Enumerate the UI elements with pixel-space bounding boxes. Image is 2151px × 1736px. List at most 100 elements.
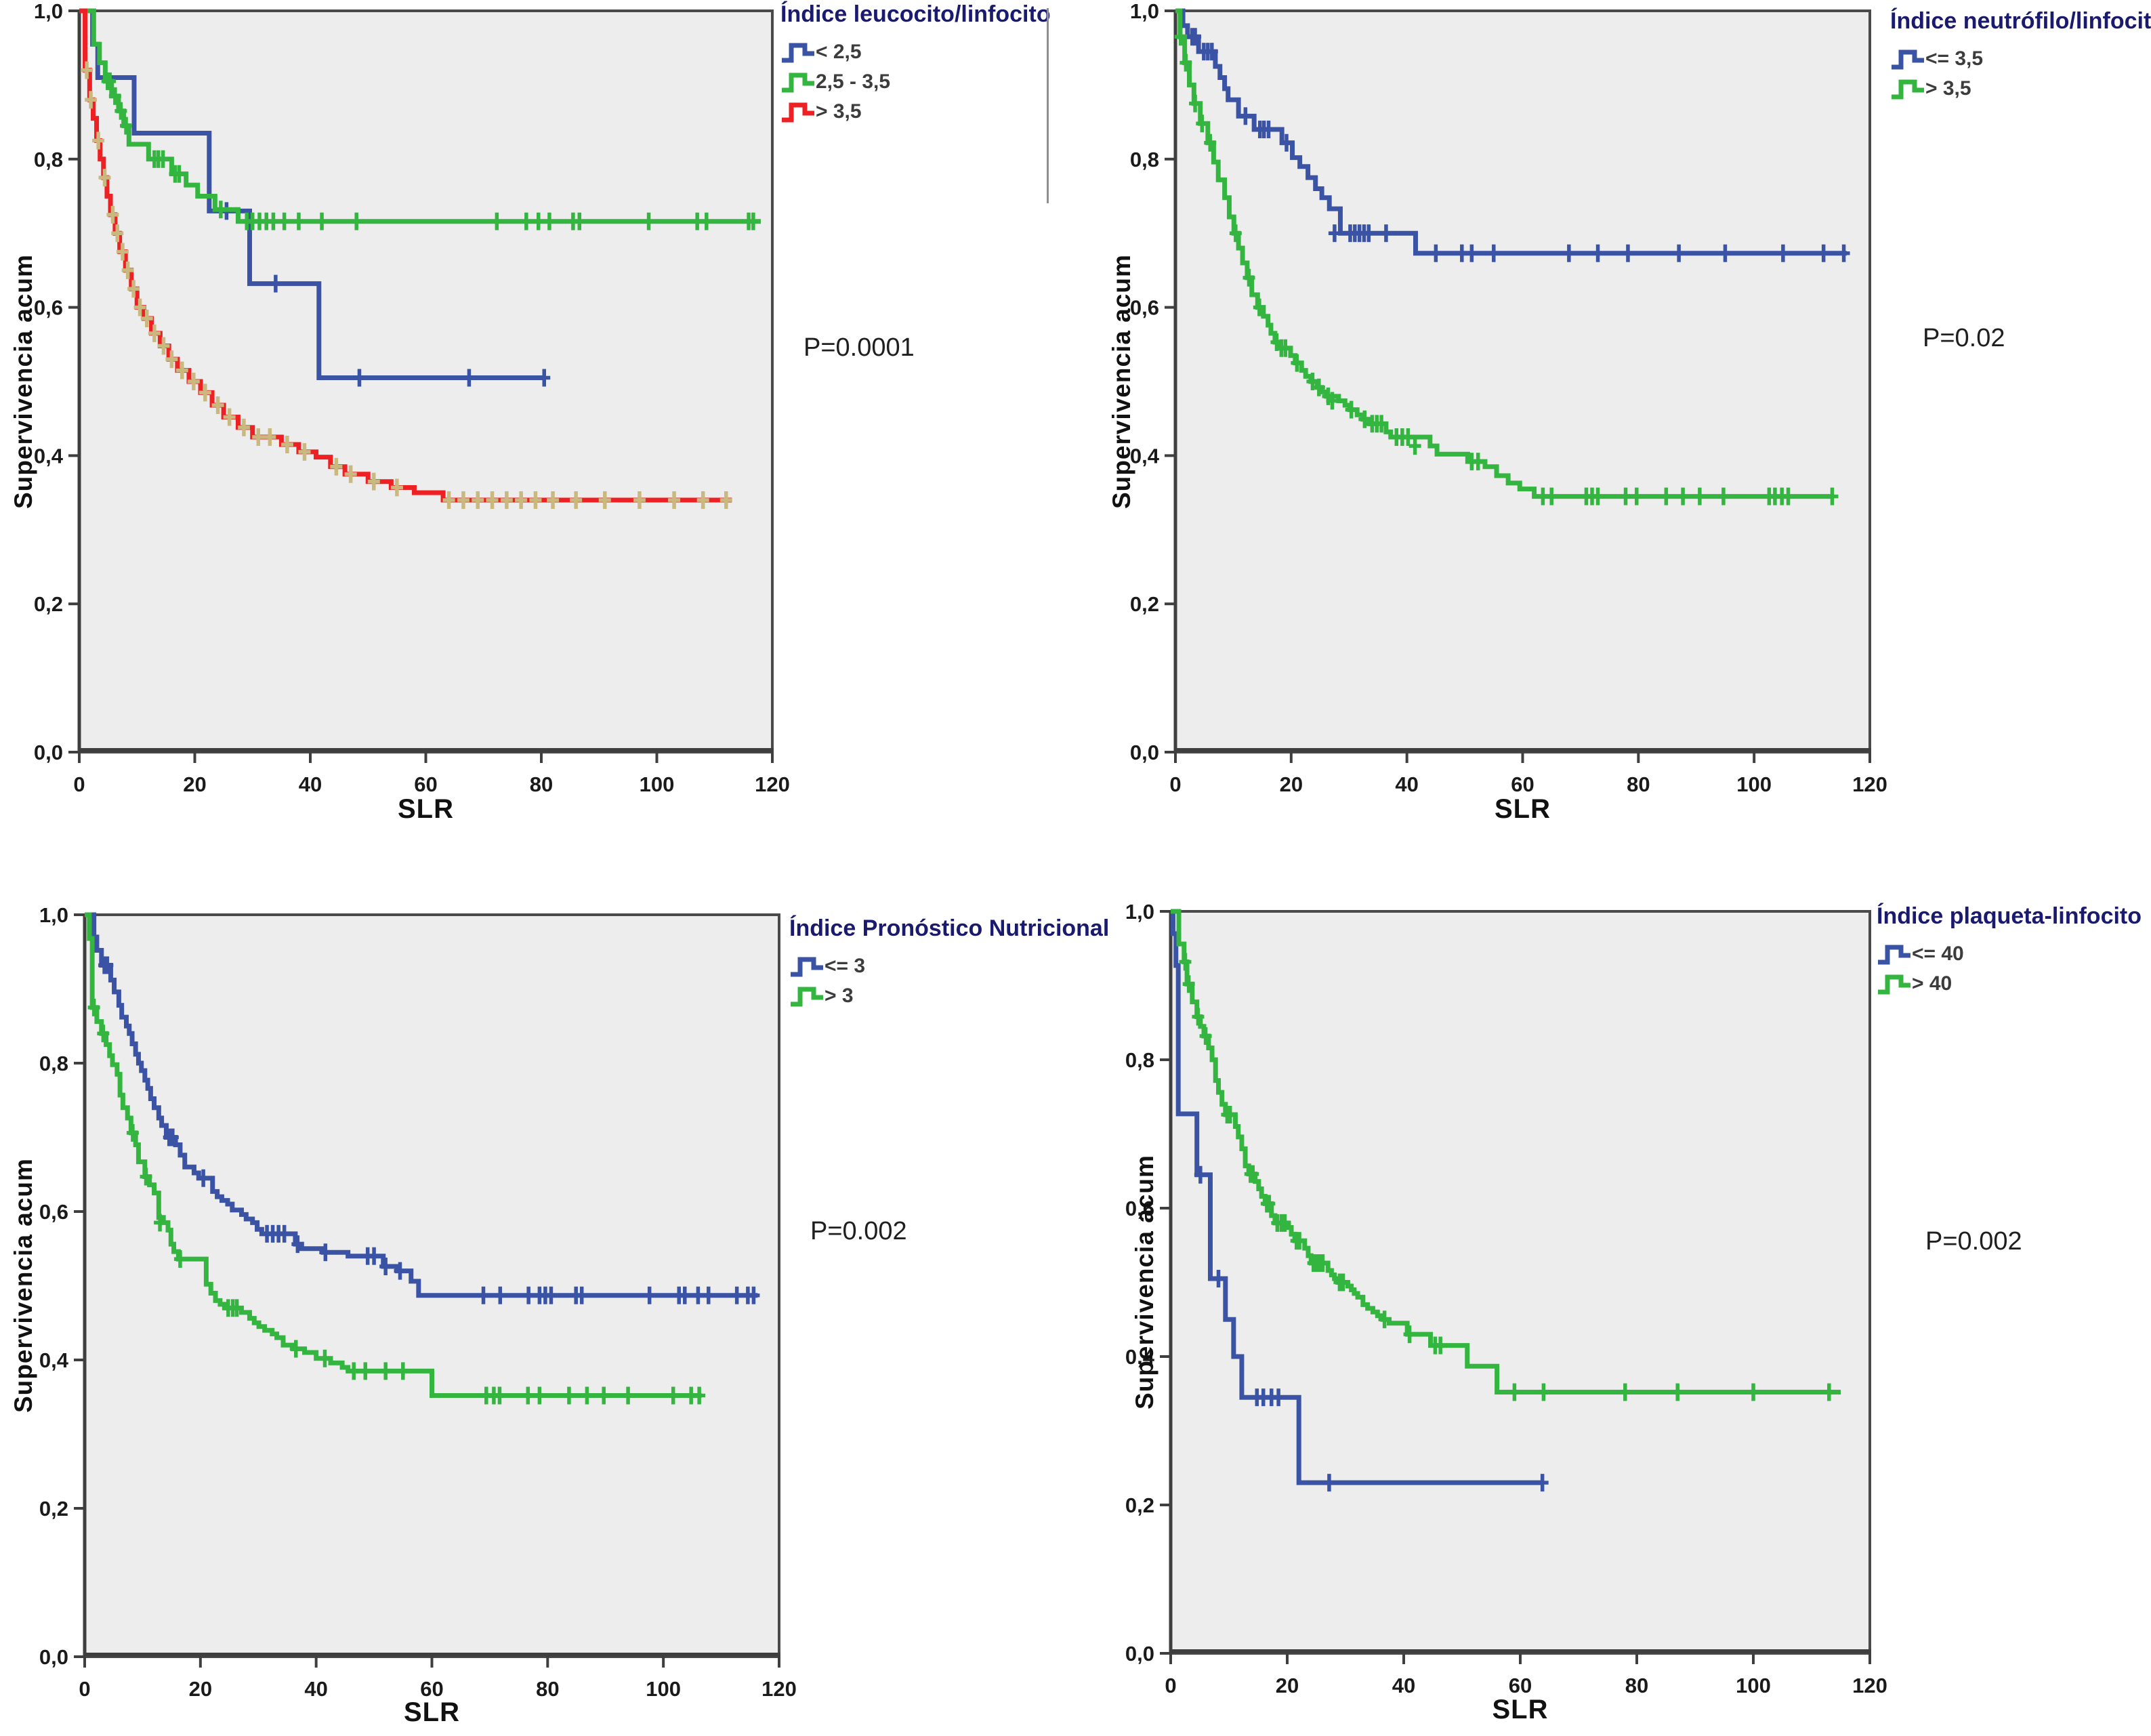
x-axis-ticks: 0 20 40 60 80 100 120 <box>1165 1653 1887 1697</box>
y-axis-title: Supervivencia acum <box>1131 1155 1158 1410</box>
x-tick-label: 20 <box>189 1677 212 1701</box>
y-tick-label: 0,2 <box>34 592 63 616</box>
x-tick-label: 80 <box>536 1677 559 1701</box>
panel-plaqueta-linfocito: 0 20 40 60 80 100 120 0,0 0,2 0,4 0,6 0,8 1,0 Superv… <box>1075 868 2151 1736</box>
legend: Índice neutrófilo/linfocito <= 3,5 > 3,5 <box>1890 8 2151 104</box>
censor-marks <box>1194 1165 1549 1492</box>
x-tick-label: 40 <box>1395 772 1418 796</box>
km-plot: 0 20 40 60 80 100 120 0,0 0,2 0,4 0,6 0,8 1,0 <box>39 903 797 1701</box>
x-tick-label: 0 <box>1169 772 1181 796</box>
x-tick-label: 100 <box>1736 772 1772 796</box>
y-tick-label: 0,2 <box>1125 1493 1154 1517</box>
survival-curve <box>1170 909 1543 1485</box>
x-axis-title: SLR <box>1495 794 1551 824</box>
legend: Índice Pronóstico Nutricional <= 3 > 3 <box>789 915 1109 1011</box>
legend-item-label: <= 40 <box>1912 943 1964 965</box>
x-tick-label: 80 <box>1627 772 1650 796</box>
x-tick-label: 20 <box>183 772 206 796</box>
y-axis-ticks: 0,0 0,2 0,4 0,6 0,8 1,0 <box>39 903 85 1669</box>
p-value-label: P=0.02 <box>1923 324 2005 352</box>
censor-marks <box>1179 953 1835 1401</box>
legend-item: > 3,5 <box>780 97 1051 127</box>
x-tick-label: 20 <box>1280 772 1303 796</box>
legend-item-label: > 3 <box>824 985 854 1007</box>
panel-pronostico-nutricional: 0 20 40 60 80 100 120 0,0 0,2 0,4 0,6 0,8 1,0 Superv… <box>0 868 1109 1736</box>
x-tick-label: 40 <box>299 772 322 796</box>
panel-neutrofilo-linfocito: 0 20 40 60 80 100 120 0,0 0,2 0,4 0,6 0,8 1,0 Superv… <box>1075 0 2151 868</box>
x-tick-label: 100 <box>1736 1674 1771 1697</box>
censor-marks <box>81 61 732 510</box>
y-tick-label: 0,4 <box>1130 444 1160 468</box>
x-axis-title: SLR <box>404 1697 460 1727</box>
x-tick-label: 60 <box>1511 772 1534 796</box>
legend-item: < 2,5 <box>780 37 1051 67</box>
legend-item: > 40 <box>1877 969 2142 999</box>
plot-area <box>1175 11 1870 752</box>
censor-marks <box>220 202 551 387</box>
legend-title: Índice neutrófilo/linfocito <box>1890 8 2151 34</box>
x-tick-label: 120 <box>1852 1674 1887 1697</box>
legend-step-swatch <box>791 957 823 977</box>
y-tick-label: 0,6 <box>39 1200 68 1224</box>
y-tick-label: 0,0 <box>34 741 63 764</box>
legend-item-label: < 2,5 <box>816 41 862 63</box>
y-tick-label: 0,2 <box>1130 592 1159 616</box>
y-tick-label: 0,2 <box>39 1497 68 1521</box>
y-tick-label: 0,8 <box>1125 1048 1154 1072</box>
legend-item: > 3,5 <box>1890 74 2151 104</box>
y-tick-label: 1,0 <box>34 0 63 23</box>
y-axis-ticks: 0,0 0,2 0,4 0,6 0,8 1,0 <box>1130 0 1175 764</box>
y-tick-label: 0,4 <box>39 1348 69 1372</box>
plot-area <box>79 11 772 752</box>
legend-title: Índice Pronóstico Nutricional <box>789 915 1110 941</box>
legend-item-label: <= 3 <box>824 955 866 977</box>
legend-step-swatch <box>782 73 814 93</box>
plot-area <box>85 915 779 1657</box>
legend-items: <= 40 > 40 <box>1877 939 2142 999</box>
plot-area <box>1171 911 1870 1653</box>
legend-step-swatch <box>1892 79 1924 100</box>
legend-step-swatch <box>1892 49 1924 70</box>
legend-divider-line <box>1047 8 1049 203</box>
y-tick-label: 0,4 <box>1125 1345 1155 1369</box>
legend-title: Índice plaqueta-linfocito <box>1877 903 2142 929</box>
y-tick-label: 0,0 <box>1125 1642 1154 1666</box>
p-value-label: P=0.002 <box>1925 1227 2022 1256</box>
legend-step-swatch <box>782 43 814 63</box>
censor-marks <box>1186 28 1850 262</box>
x-tick-label: 20 <box>1276 1674 1299 1697</box>
legend: Índice plaqueta-linfocito <= 40 > 40 <box>1877 903 2142 999</box>
y-tick-label: 0,6 <box>1130 296 1159 320</box>
legend-step-swatch <box>782 102 814 123</box>
x-axis-ticks: 0 20 40 60 80 100 120 <box>73 752 790 796</box>
x-tick-label: 120 <box>755 772 790 796</box>
censor-marks <box>1174 28 1839 505</box>
x-tick-label: 120 <box>761 1677 797 1701</box>
legend-step-swatch <box>1878 974 1910 995</box>
x-tick-label: 0 <box>79 1677 90 1701</box>
x-tick-label: 120 <box>1852 772 1887 796</box>
legend-item-label: > 3,5 <box>1925 77 1971 100</box>
y-tick-label: 0,6 <box>1125 1197 1154 1220</box>
survival-curve <box>85 912 702 1399</box>
y-tick-label: 0,8 <box>34 148 63 171</box>
legend-step-swatch <box>791 987 823 1007</box>
censor-marks <box>101 72 759 230</box>
panel-leucocito-linfocito: 0 20 40 60 80 100 120 0,0 0,2 0,4 0,6 0,8 1,0 Superv… <box>0 0 1076 868</box>
y-axis-title: Supervivencia acum <box>9 1158 37 1413</box>
x-tick-label: 60 <box>1509 1674 1532 1697</box>
y-tick-label: 1,0 <box>39 903 68 927</box>
y-axis-title: Supervivencia acum <box>1108 254 1135 509</box>
x-axis-ticks: 0 20 40 60 80 100 120 <box>79 1657 797 1701</box>
x-tick-label: 40 <box>1392 1674 1415 1697</box>
x-tick-label: 0 <box>1165 1674 1176 1697</box>
km-plot: 0 20 40 60 80 100 120 0,0 0,2 0,4 0,6 0,8 1,0 <box>1130 0 1887 796</box>
y-tick-label: 0,6 <box>34 296 63 320</box>
p-value-label: P=0.002 <box>810 1217 907 1245</box>
x-tick-label: 60 <box>414 772 437 796</box>
legend-items: <= 3 > 3 <box>789 951 1109 1011</box>
y-axis-title: Supervivencia acum <box>9 254 37 509</box>
legend-item-label: <= 3,5 <box>1925 47 1984 70</box>
p-value-label: P=0.0001 <box>803 333 915 362</box>
